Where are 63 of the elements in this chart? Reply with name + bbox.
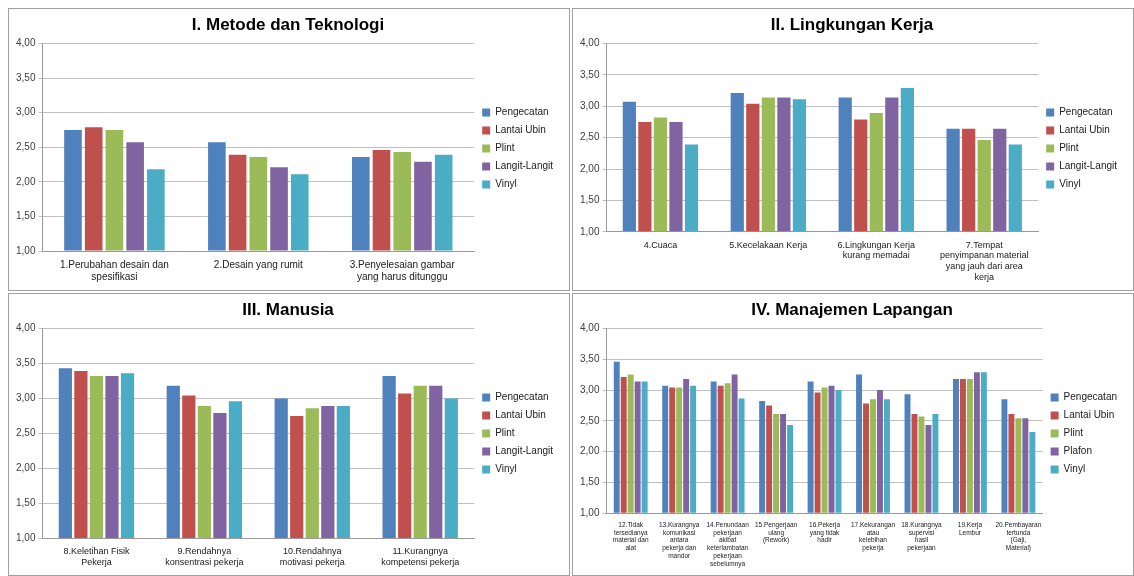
legend-label: Lantai Ubin [495, 409, 546, 421]
legend-label: Vinyl [1059, 178, 1081, 190]
x-tick-label: 5.Kecelakaan Kerja [729, 239, 808, 250]
x-tick-label: 4.Cuaca [643, 239, 678, 250]
y-tick-label: 2,00 [579, 162, 600, 174]
chart-title: III. Manusia [242, 299, 335, 319]
y-tick-label: 2,50 [15, 427, 36, 439]
y-tick-label: 2,00 [579, 445, 600, 457]
legend-label: Plafon [1063, 445, 1092, 457]
legend-label: Pengecatan [1063, 391, 1118, 403]
y-tick-label: 4,00 [15, 37, 36, 49]
y-tick-label: 2,00 [15, 462, 36, 474]
y-tick-label: 3,00 [15, 392, 36, 404]
legend-label: Lantai Ubin [1059, 124, 1110, 136]
y-tick-label: 3,00 [579, 99, 600, 111]
y-tick-label: 3,50 [15, 357, 36, 369]
y-tick-label: 3,00 [15, 106, 36, 118]
legend-label: Lantai Ubin [495, 124, 546, 136]
y-tick-label: 4,00 [579, 322, 600, 334]
chart-title: I. Metode dan Teknologi [191, 14, 385, 34]
legend-label: Plint [495, 142, 515, 154]
y-tick-label: 4,00 [15, 322, 36, 334]
y-tick-label: 1,50 [15, 210, 36, 222]
legend-label: Lantai Ubin [1063, 409, 1115, 421]
y-tick-label: 2,50 [579, 131, 600, 143]
y-tick-label: 1,00 [15, 532, 36, 544]
legend-label: Vinyl [1063, 463, 1086, 475]
x-tick-label: 6.Lingkungan Kerja kurang memadai [837, 239, 916, 261]
legend-label: Langit-Langit [495, 160, 554, 172]
x-tick-label: 8.Keletihan Fisik Pekerja [63, 546, 130, 568]
y-tick-label: 1,50 [15, 497, 36, 509]
legend-label: Langit-Langit [495, 445, 554, 457]
y-tick-label: 2,50 [15, 140, 36, 152]
legend-label: Pengecatan [495, 106, 549, 118]
legend-label: Plint [495, 427, 515, 439]
y-tick-label: 1,50 [579, 194, 600, 206]
y-tick-label: 1,50 [579, 476, 600, 488]
y-tick-label: 3,50 [579, 352, 600, 364]
legend-label: Pengecatan [495, 391, 549, 403]
x-tick-label: 2.Desain yang rumit [213, 258, 303, 270]
y-tick-label: 1,00 [15, 244, 36, 256]
legend-label: Vinyl [495, 178, 517, 190]
legend-label: Plint [1063, 427, 1084, 439]
chart-title: IV. Manajemen Lapangan [751, 299, 953, 319]
legend-label: Langit-Langit [1059, 160, 1118, 172]
legend-label: Pengecatan [1059, 106, 1113, 118]
x-tick-label: 7.Tempat penyimpanan material yang jauh dari area kerja [939, 239, 1029, 283]
legend-label: Vinyl [495, 463, 517, 475]
y-tick-label: 4,00 [579, 37, 600, 49]
y-tick-label: 2,00 [15, 175, 36, 187]
x-tick-label: 10.Rendahnya motivasi pekerja [279, 546, 345, 568]
y-tick-label: 1,00 [579, 225, 600, 237]
x-tick-label: 11.Kurangnya kompetensi pekerja [381, 546, 460, 568]
x-tick-label: 3.Penyelesaian gambar yang harus ditunggu [349, 258, 456, 282]
legend-label: Plint [1059, 142, 1079, 154]
x-tick-label: 1.Perubahan desain dan spesifikasi [59, 258, 169, 282]
y-tick-label: 2,50 [579, 414, 600, 426]
y-tick-label: 1,00 [579, 506, 600, 518]
x-tick-label: 9.Rendahnya konsentrasi pekerja [165, 546, 244, 568]
chart-title: II. Lingkungan Kerja [770, 14, 934, 34]
y-tick-label: 3,50 [579, 68, 600, 80]
y-tick-label: 3,50 [15, 71, 36, 83]
y-tick-label: 3,00 [579, 383, 600, 395]
